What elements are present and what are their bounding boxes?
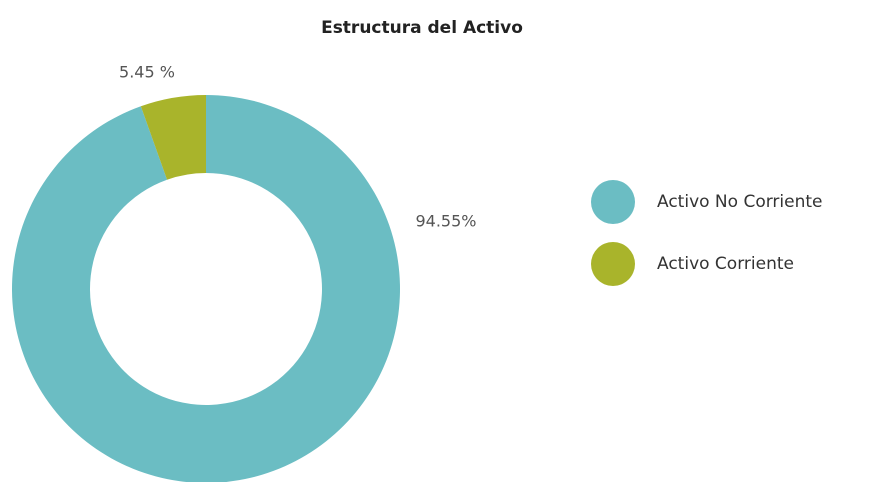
legend-label: Activo No Corriente [657, 192, 822, 212]
legend-label: Activo Corriente [657, 254, 794, 274]
value-label: 5.45 % [119, 63, 175, 82]
donut-slice [140, 95, 206, 180]
chart-title: Estructura del Activo [321, 18, 523, 38]
value-label: 94.55% [415, 212, 476, 231]
donut-slice [12, 95, 400, 482]
legend-marker [591, 242, 635, 286]
legend-marker [591, 180, 635, 224]
